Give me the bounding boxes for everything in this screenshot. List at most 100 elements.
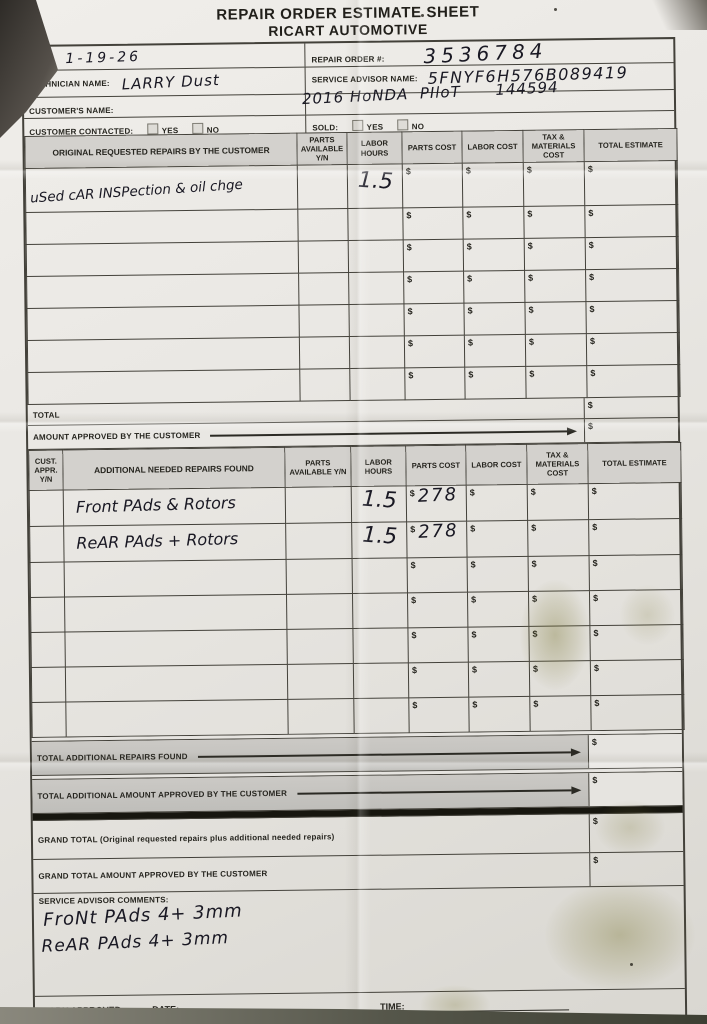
money-cell: $	[524, 301, 587, 335]
repair-description-cell	[64, 594, 287, 633]
grand-total-approved-label: GRAND TOTAL AMOUNT APPROVED BY THE CUSTO…	[38, 869, 268, 882]
money-cell: $	[586, 332, 680, 366]
dollar-sign: $	[529, 369, 535, 380]
money-cell: $	[464, 366, 527, 400]
contacted-yes-checkbox	[147, 123, 159, 135]
repair-description-cell	[26, 305, 300, 341]
customer-approval-cell	[31, 702, 67, 738]
dollar-sign: $	[527, 209, 533, 220]
grand-total-label: GRAND TOTAL (Original requested repairs …	[37, 831, 335, 845]
col-tax-materials: TAX & MATERIALS COST	[522, 129, 585, 163]
col-additional-repairs: ADDITIONAL NEEDED REPAIRS FOUND	[62, 447, 286, 491]
dollar-sign: $	[528, 273, 534, 284]
money-cell: $	[585, 236, 679, 270]
repair-description-cell	[27, 369, 301, 405]
money-cell: $	[404, 335, 465, 369]
dollar-sign: $	[411, 595, 417, 606]
dollar-sign: $	[593, 628, 599, 639]
dollar-sign: $	[528, 305, 534, 316]
money-cell: $	[468, 661, 530, 698]
money-cell: $	[590, 659, 684, 696]
col-total-estimate: TOTAL ESTIMATE	[583, 128, 678, 162]
dollar-sign: $	[470, 523, 476, 534]
money-cell: $	[403, 239, 464, 273]
dollar-sign: $	[471, 594, 477, 605]
money-cell: $	[463, 270, 525, 304]
technician-name-handwritten-value: LARRY Dust	[121, 70, 221, 94]
paper-crease	[0, 412, 707, 432]
customer-approval-cell	[29, 490, 64, 527]
customer-approval-cell	[30, 562, 65, 598]
sold-label: SOLD:	[312, 123, 339, 133]
date-field: DATE: 1-19-26	[23, 43, 306, 70]
dollar-sign: $	[407, 338, 414, 349]
paper-crease	[345, 0, 371, 1024]
col-total-estimate: TOTAL ESTIMATE	[587, 442, 682, 484]
money-cell: $	[524, 269, 586, 303]
arrow-head-icon	[571, 785, 582, 795]
money-cell: $	[407, 592, 468, 629]
parts-available-cell	[298, 304, 350, 338]
dollar-sign: $	[412, 700, 418, 711]
dollar-sign: $	[410, 560, 416, 571]
sold-no-label: NO	[411, 122, 425, 132]
contacted-no-checkbox	[192, 122, 204, 134]
money-cell: $	[585, 300, 680, 334]
col-labor-cost: LABOR COST	[465, 444, 528, 486]
dollar-sign: $	[588, 208, 594, 219]
parts-available-cell	[286, 628, 354, 665]
repair-order-number-handwritten-value: 3536784	[422, 38, 548, 69]
dollar-sign: $	[411, 630, 417, 641]
money-cell: $	[586, 364, 681, 398]
money-cell: $	[463, 302, 526, 336]
dollar-sign: $	[593, 663, 599, 674]
customer-name-field: CUSTOMER'S NAME:	[23, 94, 307, 118]
dollar-sign: $	[467, 305, 473, 316]
dollar-sign: $	[469, 487, 475, 498]
money-cell: $	[464, 334, 526, 368]
dollar-sign: $	[470, 559, 476, 570]
dollar-sign: $	[410, 524, 416, 535]
dollar-sign: $	[587, 400, 593, 411]
money-cell: $	[527, 519, 590, 557]
dollar-sign: $	[409, 488, 415, 499]
money-cell: $	[403, 303, 465, 337]
technician-name-field: TECHNICIAN NAME: LARRY Dust	[23, 67, 306, 97]
money-cell: $	[524, 237, 586, 271]
repair-description-cell	[25, 209, 299, 245]
money-cell: $	[408, 697, 470, 734]
dollar-sign: $	[592, 775, 598, 786]
dollar-sign: $	[407, 306, 413, 317]
repair-description-cell	[65, 699, 289, 738]
customer-name-label: CUSTOMER'S NAME:	[29, 105, 114, 116]
dollar-sign: $	[527, 241, 533, 252]
dollar-sign: $	[592, 593, 599, 604]
sold-no-checkbox	[397, 119, 409, 131]
dollar-sign: $	[589, 272, 595, 283]
money-cell: $	[525, 333, 587, 367]
money-cell: $	[527, 483, 589, 521]
dollar-sign: $	[530, 486, 536, 498]
dollar-sign: $	[531, 522, 537, 534]
dollar-sign: $	[592, 522, 598, 533]
dollar-sign: $	[589, 304, 595, 315]
dollar-sign: $	[592, 558, 598, 569]
total-additional-approved-label: TOTAL ADDITIONAL AMOUNT APPROVED BY THE …	[37, 789, 288, 802]
parts-available-cell	[299, 368, 351, 402]
dollar-sign: $	[466, 241, 472, 252]
stain	[545, 880, 695, 990]
paper-crease	[0, 160, 707, 180]
dollar-sign: $	[468, 369, 474, 380]
money-cell: $	[588, 482, 682, 520]
arrow-line	[297, 785, 582, 797]
dollar-sign: $	[528, 337, 534, 348]
col-customer-approval: CUST. APPR. Y/N	[28, 450, 64, 491]
money-cell: $	[402, 207, 464, 241]
dollar-sign: $	[533, 698, 539, 710]
parts-available-cell	[286, 593, 353, 630]
dollar-sign: $	[406, 210, 412, 221]
money-cell: $	[468, 696, 531, 733]
money-cell: $	[407, 627, 469, 664]
